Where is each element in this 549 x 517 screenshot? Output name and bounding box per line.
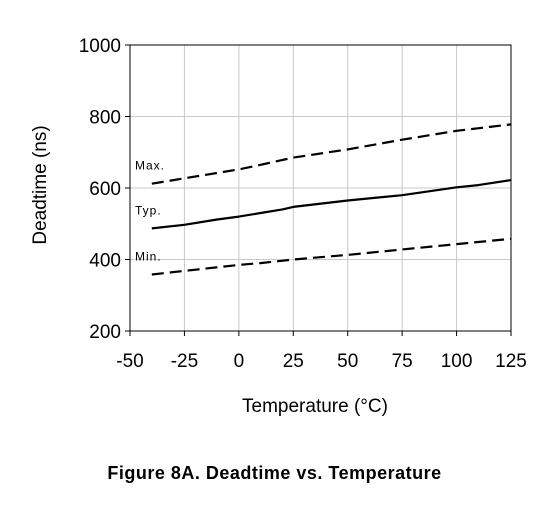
x-axis-label: Temperature (°C) xyxy=(242,396,388,417)
y-tick-label: 600 xyxy=(89,179,121,200)
x-tick-label: 0 xyxy=(234,351,245,372)
y-tick-label: 800 xyxy=(89,108,121,129)
x-tick-label: 50 xyxy=(337,351,358,372)
y-tick-label: 400 xyxy=(89,251,121,272)
x-tick-label: 25 xyxy=(283,351,304,372)
series-line-typ xyxy=(151,179,512,230)
figure-caption: Figure 8A. Deadtime vs. Temperature xyxy=(107,463,442,483)
x-tick-label: -25 xyxy=(171,351,198,372)
x-tick-label: -50 xyxy=(116,351,143,372)
series-line-max xyxy=(151,123,512,185)
series-label-max: Max. xyxy=(135,159,165,173)
series-label-min: Min. xyxy=(135,250,162,264)
series-label-typ: Typ. xyxy=(135,203,162,217)
x-tick-label: 100 xyxy=(441,351,473,372)
series-line-min xyxy=(151,237,512,276)
x-tick-label: 125 xyxy=(495,351,527,372)
y-tick-label: 200 xyxy=(89,322,121,343)
x-tick-label: 75 xyxy=(392,351,413,372)
y-axis-label: Deadtime (ns) xyxy=(30,125,51,244)
y-tick-label: 1000 xyxy=(79,36,121,57)
